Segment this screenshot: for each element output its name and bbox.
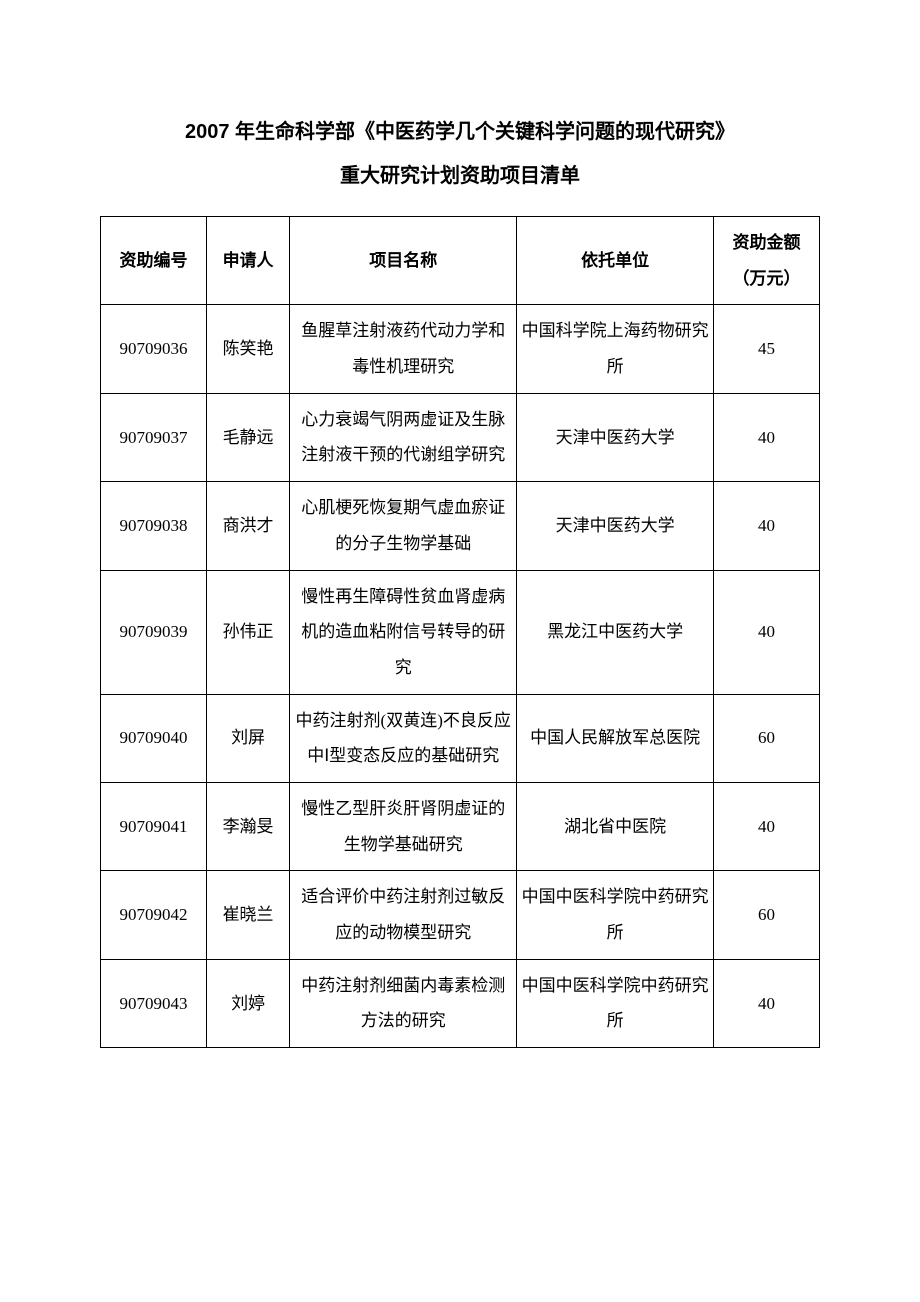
table-row: 90709037 毛静远 心力衰竭气阴两虚证及生脉注射液干预的代谢组学研究 天津… [101, 393, 820, 481]
cell-org: 中国中医科学院中药研究所 [517, 959, 714, 1047]
cell-org: 天津中医药大学 [517, 393, 714, 481]
cell-id: 90709039 [101, 570, 207, 694]
cell-org: 中国中医科学院中药研究所 [517, 871, 714, 959]
table-row: 90709040 刘屏 中药注射剂(双黄连)不良反应中Ⅰ型变态反应的基础研究 中… [101, 694, 820, 782]
cell-amount: 40 [714, 393, 820, 481]
cell-applicant: 商洪才 [206, 482, 289, 570]
cell-project: 中药注射剂细菌内毒素检测方法的研究 [290, 959, 517, 1047]
cell-id: 90709036 [101, 305, 207, 393]
cell-amount: 60 [714, 694, 820, 782]
cell-project: 慢性再生障碍性贫血肾虚病机的造血粘附信号转导的研究 [290, 570, 517, 694]
cell-applicant: 崔晓兰 [206, 871, 289, 959]
table-header-row: 资助编号 申请人 项目名称 依托单位 资助金额（万元） [101, 217, 820, 305]
col-header-amount: 资助金额（万元） [714, 217, 820, 305]
cell-org: 湖北省中医院 [517, 782, 714, 870]
cell-id: 90709041 [101, 782, 207, 870]
cell-project: 慢性乙型肝炎肝肾阴虚证的生物学基础研究 [290, 782, 517, 870]
cell-project: 心力衰竭气阴两虚证及生脉注射液干预的代谢组学研究 [290, 393, 517, 481]
col-header-id: 资助编号 [101, 217, 207, 305]
cell-id: 90709037 [101, 393, 207, 481]
cell-applicant: 孙伟正 [206, 570, 289, 694]
table-row: 90709039 孙伟正 慢性再生障碍性贫血肾虚病机的造血粘附信号转导的研究 黑… [101, 570, 820, 694]
cell-amount: 40 [714, 570, 820, 694]
col-header-org: 依托单位 [517, 217, 714, 305]
cell-project: 鱼腥草注射液药代动力学和毒性机理研究 [290, 305, 517, 393]
title-line-1: 2007 年生命科学部《中医药学几个关键科学问题的现代研究》 [100, 110, 820, 154]
title-line-2: 重大研究计划资助项目清单 [100, 154, 820, 198]
cell-applicant: 刘屏 [206, 694, 289, 782]
cell-amount: 45 [714, 305, 820, 393]
cell-id: 90709043 [101, 959, 207, 1047]
table-row: 90709041 李瀚旻 慢性乙型肝炎肝肾阴虚证的生物学基础研究 湖北省中医院 … [101, 782, 820, 870]
table-body: 90709036 陈笑艳 鱼腥草注射液药代动力学和毒性机理研究 中国科学院上海药… [101, 305, 820, 1048]
cell-id: 90709040 [101, 694, 207, 782]
document-title: 2007 年生命科学部《中医药学几个关键科学问题的现代研究》 重大研究计划资助项… [100, 110, 820, 198]
cell-org: 中国科学院上海药物研究所 [517, 305, 714, 393]
cell-id: 90709038 [101, 482, 207, 570]
col-header-applicant: 申请人 [206, 217, 289, 305]
cell-project: 中药注射剂(双黄连)不良反应中Ⅰ型变态反应的基础研究 [290, 694, 517, 782]
cell-amount: 60 [714, 871, 820, 959]
cell-project: 心肌梗死恢复期气虚血瘀证的分子生物学基础 [290, 482, 517, 570]
table-row: 90709038 商洪才 心肌梗死恢复期气虚血瘀证的分子生物学基础 天津中医药大… [101, 482, 820, 570]
cell-applicant: 陈笑艳 [206, 305, 289, 393]
cell-amount: 40 [714, 482, 820, 570]
cell-amount: 40 [714, 959, 820, 1047]
funding-table: 资助编号 申请人 项目名称 依托单位 资助金额（万元） 90709036 陈笑艳… [100, 216, 820, 1048]
cell-applicant: 毛静远 [206, 393, 289, 481]
cell-amount: 40 [714, 782, 820, 870]
cell-org: 中国人民解放军总医院 [517, 694, 714, 782]
table-row: 90709042 崔晓兰 适合评价中药注射剂过敏反应的动物模型研究 中国中医科学… [101, 871, 820, 959]
col-header-project: 项目名称 [290, 217, 517, 305]
cell-applicant: 刘婷 [206, 959, 289, 1047]
cell-project: 适合评价中药注射剂过敏反应的动物模型研究 [290, 871, 517, 959]
table-row: 90709036 陈笑艳 鱼腥草注射液药代动力学和毒性机理研究 中国科学院上海药… [101, 305, 820, 393]
cell-org: 天津中医药大学 [517, 482, 714, 570]
table-row: 90709043 刘婷 中药注射剂细菌内毒素检测方法的研究 中国中医科学院中药研… [101, 959, 820, 1047]
cell-id: 90709042 [101, 871, 207, 959]
cell-applicant: 李瀚旻 [206, 782, 289, 870]
cell-org: 黑龙江中医药大学 [517, 570, 714, 694]
